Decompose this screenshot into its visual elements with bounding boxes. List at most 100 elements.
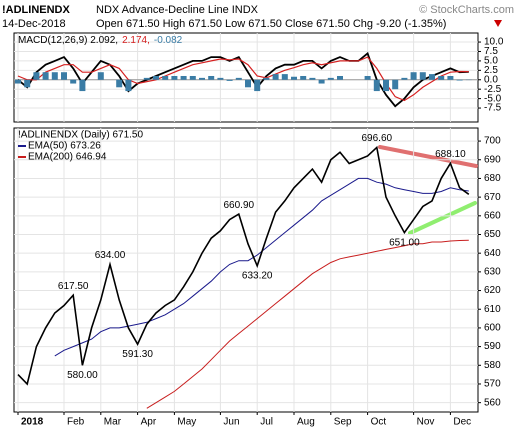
histogram-bar [143, 77, 150, 80]
histogram-bar [429, 74, 435, 80]
histogram-bar [235, 77, 242, 80]
histogram-bar [438, 75, 445, 80]
resistance-trendline [378, 145, 478, 168]
y-tick-label: -2.5 [484, 84, 502, 95]
x-tick-label: Aug [297, 417, 315, 428]
y-tick-label: 10.0 [484, 37, 504, 48]
histogram-bar [199, 77, 205, 80]
legend-entry: EMA(200) 646.94 [28, 152, 107, 163]
histogram-bar [125, 79, 132, 92]
legend-entry: 2.174, [122, 35, 150, 46]
x-tick-label: Oct [371, 417, 387, 428]
histogram-bar [383, 79, 389, 92]
histogram-bar [226, 79, 233, 81]
histogram-bar [171, 75, 178, 80]
histogram-bar [309, 77, 316, 80]
legend: MACD(12,26,9) 2.092, 2.174, -0.082 [18, 35, 183, 46]
x-tick-label: Jun [223, 417, 239, 428]
histogram-bar [281, 74, 288, 80]
y-tick-label: 580 [484, 360, 501, 371]
legend-entry: EMA(50) 673.26 [28, 141, 101, 152]
histogram-bar [364, 75, 371, 80]
down-arrow [494, 20, 502, 27]
value-label: 617.50 [58, 281, 89, 292]
legend-entry: !ADLINENDX (Daily) 671.50 [18, 130, 143, 141]
labels-layer: 10.07.55.02.50.0-2.5-5.0-7.5 MACD(12,26,9… [18, 35, 504, 428]
y-tick-label: 650 [484, 229, 501, 240]
legend-entry: -0.082 [154, 35, 183, 46]
value-label: 651.00 [389, 237, 420, 248]
date: 14-Dec-2018 [2, 18, 66, 30]
marks-layer [14, 33, 481, 415]
histogram-bar [79, 79, 86, 92]
support-trendline [408, 201, 477, 235]
y-tick-label: 610 [484, 304, 501, 315]
legend-entry: MACD(12,26,9) 2.092, [18, 35, 118, 46]
histogram-bar [392, 79, 399, 90]
histogram-bar [245, 79, 251, 88]
histogram-bar [373, 79, 380, 92]
histogram-bar [61, 72, 67, 80]
y-tick-label: -5.0 [484, 93, 502, 104]
x-tick-label: Sep [334, 417, 352, 428]
histogram-bar [419, 72, 426, 80]
y-tick-label: 630 [484, 267, 501, 278]
value-label: 634.00 [95, 250, 126, 261]
macd-frame [13, 32, 479, 123]
histogram-bar [447, 75, 454, 80]
histogram-bar [410, 72, 417, 80]
y-tick-label: 690 [484, 154, 501, 165]
copyright: © StockCharts.com [419, 4, 514, 16]
x-tick-label: Nov [417, 417, 435, 428]
value-label: 580.00 [67, 370, 98, 381]
x-tick-label: Jul [260, 417, 273, 428]
quote: Open 671.50 High 671.50 Low 671.50 Close… [96, 18, 446, 30]
y-tick-label: 680 [484, 173, 501, 184]
histogram-bar [33, 72, 40, 80]
histogram-bar [254, 79, 261, 92]
histogram-bar [337, 75, 343, 80]
price-frame [13, 127, 479, 413]
histogram-bar [300, 75, 307, 80]
histogram-bar [272, 74, 279, 80]
y-tick-label: 560 [484, 397, 501, 408]
x-tick-label: Apr [141, 417, 157, 428]
histogram-bar [153, 75, 159, 80]
series-line [146, 239, 469, 409]
y-tick-label: 670 [484, 192, 501, 203]
series-line [17, 51, 469, 108]
x-tick-label: Dec [453, 417, 471, 428]
histogram-bar [208, 75, 215, 80]
histogram-bar [180, 75, 187, 80]
y-tick-label: 640 [484, 248, 501, 259]
value-label: 688.10 [435, 149, 466, 160]
series-line [17, 145, 470, 386]
histogram-bar [97, 72, 104, 80]
value-label: 633.20 [242, 271, 273, 282]
security-name: NDX Advance-Decline Line INDX [96, 4, 259, 16]
y-tick-label: 620 [484, 285, 501, 296]
series-line [54, 177, 469, 357]
y-tick-label: 660 [484, 210, 501, 221]
histogram-bar [24, 79, 31, 88]
histogram-bar [291, 76, 297, 80]
histogram-bar [15, 79, 21, 84]
y-tick-label: 5.0 [484, 56, 498, 67]
y-tick-label: 0.0 [484, 74, 498, 85]
histogram-bar [51, 72, 58, 80]
value-label: 660.90 [224, 200, 255, 211]
histogram-bar [116, 79, 123, 88]
y-tick-label: 2.5 [484, 65, 498, 76]
histogram-bar [318, 79, 325, 84]
histogram-bar [217, 77, 224, 80]
y-tick-label: 7.5 [484, 46, 498, 57]
histogram-bar [263, 77, 270, 80]
histogram-bar [189, 75, 196, 80]
histogram-bar [401, 77, 408, 80]
y-tick-label: 700 [484, 136, 501, 147]
series-line [17, 56, 469, 102]
histogram-bar [162, 75, 169, 80]
histogram-bar [456, 79, 463, 81]
